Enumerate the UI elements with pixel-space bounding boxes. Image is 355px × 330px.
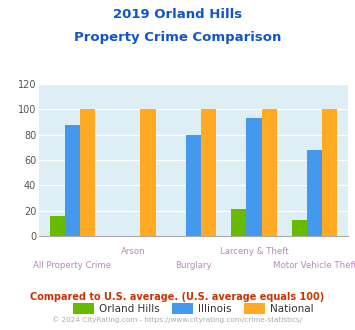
Text: Property Crime Comparison: Property Crime Comparison [74,31,281,44]
Bar [307,150,322,236]
Bar [262,110,277,236]
Text: Arson: Arson [121,247,145,256]
Bar [186,135,201,236]
Text: All Property Crime: All Property Crime [33,261,111,270]
Text: Burglary: Burglary [175,261,212,270]
Bar [65,125,80,236]
Bar [201,110,216,236]
Bar [141,110,155,236]
Bar [50,216,65,236]
Bar [246,118,262,236]
Legend: Orland Hills, Illinois, National: Orland Hills, Illinois, National [69,299,318,318]
Text: Motor Vehicle Theft: Motor Vehicle Theft [273,261,355,270]
Text: Larceny & Theft: Larceny & Theft [220,247,288,256]
Bar [322,110,337,236]
Bar [80,110,95,236]
Text: Compared to U.S. average. (U.S. average equals 100): Compared to U.S. average. (U.S. average … [31,292,324,302]
Bar [292,219,307,236]
Text: © 2024 CityRating.com - https://www.cityrating.com/crime-statistics/: © 2024 CityRating.com - https://www.city… [53,317,302,323]
Bar [231,210,246,236]
Text: 2019 Orland Hills: 2019 Orland Hills [113,8,242,21]
